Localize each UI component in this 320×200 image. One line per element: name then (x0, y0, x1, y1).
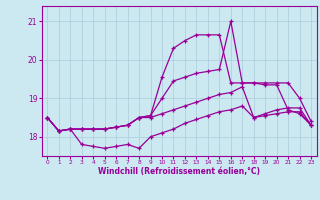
X-axis label: Windchill (Refroidissement éolien,°C): Windchill (Refroidissement éolien,°C) (98, 167, 260, 176)
